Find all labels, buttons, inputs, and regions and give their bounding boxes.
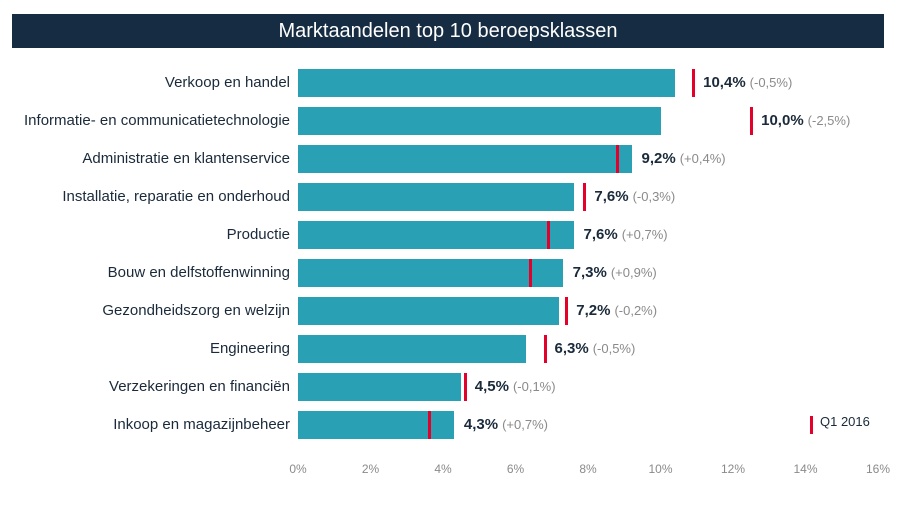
prev-period-marker [529,259,532,287]
chart-row: Verzekeringen en financiën4,5%(-0,1%) [298,370,878,404]
prev-period-marker [692,69,695,97]
value-text: 4,5% [475,378,509,395]
chart-area: Verkoop en handel10,4%(-0,5%)Informatie-… [298,66,878,486]
value-label: 7,6% (+0,7%) [584,218,668,252]
x-tick: 8% [579,462,596,476]
delta-text: (-0,5%) [750,75,793,90]
delta-text: (-0,3%) [633,189,676,204]
bar [298,69,675,97]
legend-marker [810,416,813,434]
x-tick: 2% [362,462,379,476]
delta-text: (-2,5%) [808,113,851,128]
value-text: 7,6% [594,188,628,205]
bar [298,145,632,173]
category-label: Verzekeringen en financiën [8,370,290,404]
bar [298,373,461,401]
x-tick: 12% [721,462,745,476]
category-label: Informatie- en communicatietechnologie [8,104,290,138]
category-label: Administratie en klantenservice [8,142,290,176]
chart-row: Inkoop en magazijnbeheer4,3%(+0,7%) [298,408,878,442]
chart-row: Engineering6,3%(-0,5%) [298,332,878,366]
chart-row: Administratie en klantenservice9,2%(+0,4… [298,142,878,176]
delta-text: (-0,1%) [513,379,556,394]
value-label: 10,4% (-0,5%) [703,66,792,100]
prev-period-marker [544,335,547,363]
category-label: Verkoop en handel [8,66,290,100]
value-label: 6,3% (-0,5%) [555,332,636,366]
value-text: 7,2% [576,302,610,319]
x-tick: 14% [793,462,817,476]
x-tick: 10% [648,462,672,476]
category-label: Installatie, reparatie en onderhoud [8,180,290,214]
category-label: Gezondheidszorg en welzijn [8,294,290,328]
chart-row: Installatie, reparatie en onderhoud7,6%(… [298,180,878,214]
value-text: 4,3% [464,416,498,433]
value-label: 9,2% (+0,4%) [642,142,726,176]
x-tick: 16% [866,462,890,476]
x-tick: 6% [507,462,524,476]
x-tick: 0% [289,462,306,476]
chart-row: Productie7,6%(+0,7%) [298,218,878,252]
value-text: 6,3% [555,340,589,357]
delta-text: (-0,5%) [593,341,636,356]
value-text: 10,4% [703,74,746,91]
chart-title: Marktaandelen top 10 beroepsklassen [12,14,884,48]
prev-period-marker [428,411,431,439]
value-label: 7,6% (-0,3%) [594,180,675,214]
category-label: Productie [8,218,290,252]
value-label: 7,3% (+0,9%) [573,256,657,290]
x-tick: 4% [434,462,451,476]
category-label: Engineering [8,332,290,366]
chart-row: Bouw en delfstoffenwinning7,3%(+0,9%) [298,256,878,290]
value-text: 7,6% [584,226,618,243]
value-text: 9,2% [642,150,676,167]
value-label: 7,2% (-0,2%) [576,294,657,328]
delta-text: (-0,2%) [614,303,657,318]
prev-period-marker [583,183,586,211]
chart-row: Informatie- en communicatietechnologie10… [298,104,878,138]
chart-row: Gezondheidszorg en welzijn7,2%(-0,2%) [298,294,878,328]
delta-text: (+0,4%) [680,151,726,166]
chart-plot: Verkoop en handel 10,4% (-0,5%) Informatie-… [0,60,898,490]
chart-frame: { "title": "Marktaandelen top 10 beroeps… [0,0,898,506]
prev-period-marker [750,107,753,135]
chart-row: Verkoop en handel10,4%(-0,5%) [298,66,878,100]
bar [298,183,574,211]
value-label: 4,3% (+0,7%) [464,408,548,442]
bar [298,107,661,135]
bar [298,297,559,325]
legend-label: Q1 2016 [820,414,870,429]
prev-period-marker [565,297,568,325]
prev-period-marker [616,145,619,173]
value-text: 7,3% [573,264,607,281]
prev-period-marker [547,221,550,249]
bar [298,335,526,363]
value-text: 10,0% [761,112,804,129]
bar [298,221,574,249]
delta-text: (+0,7%) [502,417,548,432]
prev-period-marker [464,373,467,401]
delta-text: (+0,9%) [611,265,657,280]
delta-text: (+0,7%) [622,227,668,242]
value-label: 4,5% (-0,1%) [475,370,556,404]
bar [298,259,563,287]
category-label: Bouw en delfstoffenwinning [8,256,290,290]
category-label: Inkoop en magazijnbeheer [8,408,290,442]
value-label: 10,0% (-2,5%) [761,104,850,138]
